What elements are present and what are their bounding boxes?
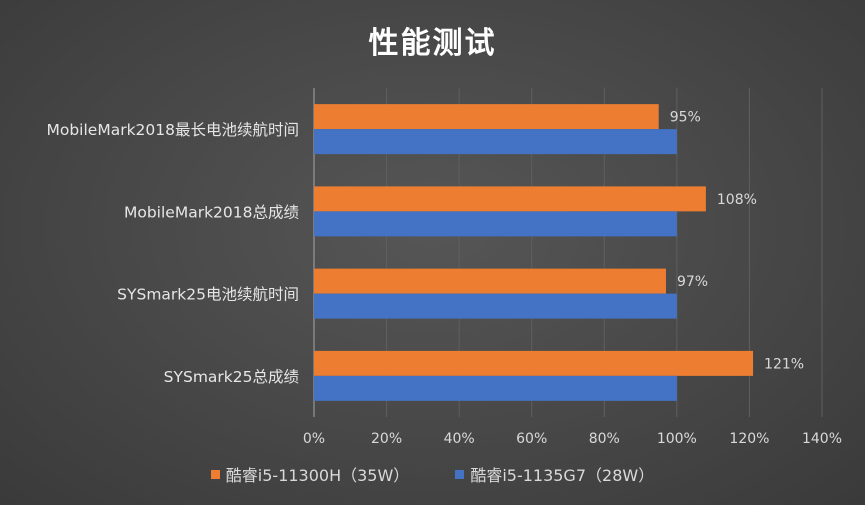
bar-series-2 (314, 129, 677, 155)
data-label: 108% (717, 192, 757, 208)
bar-series-1 (314, 104, 659, 130)
legend-label-series-1: 酷睿i5-11300H（35W） (225, 466, 410, 485)
x-tick-label: 140% (802, 431, 842, 447)
x-tick-label: 120% (729, 431, 769, 447)
bar-series-2 (314, 375, 677, 401)
x-tick-label: 80% (589, 431, 620, 447)
legend-item-series-1: 酷睿i5-11300H（35W） (210, 462, 410, 486)
category-label: MobileMark2018总成绩 (124, 203, 299, 221)
data-label: 121% (764, 356, 804, 372)
legend-swatch-series-2 (455, 469, 465, 479)
legend: 酷睿i5-11300H（35W） 酷睿i5-1135G7（28W） (0, 462, 865, 486)
bar-series-1 (314, 350, 754, 376)
x-tick-label: 40% (444, 431, 475, 447)
bar-series-1 (314, 186, 706, 212)
x-tick-label: 0% (303, 431, 325, 447)
bar-series-1 (314, 268, 666, 294)
bar-series-2 (314, 293, 677, 319)
category-label: MobileMark2018最长电池续航时间 (46, 121, 299, 139)
bar-series-2 (314, 211, 677, 237)
data-label: 97% (677, 274, 708, 290)
legend-item-series-2: 酷睿i5-1135G7（28W） (455, 462, 654, 486)
x-tick-label: 100% (657, 431, 697, 447)
category-label: SYSmark25总成绩 (164, 368, 299, 386)
legend-label-series-2: 酷睿i5-1135G7（28W） (470, 466, 655, 485)
x-tick-label: 20% (371, 431, 402, 447)
data-label: 95% (670, 110, 701, 126)
chart-title: 性能测试 (368, 26, 497, 61)
legend-swatch-series-1 (210, 469, 220, 479)
category-label: SYSmark25电池续航时间 (117, 286, 299, 304)
x-tick-label: 60% (516, 431, 547, 447)
